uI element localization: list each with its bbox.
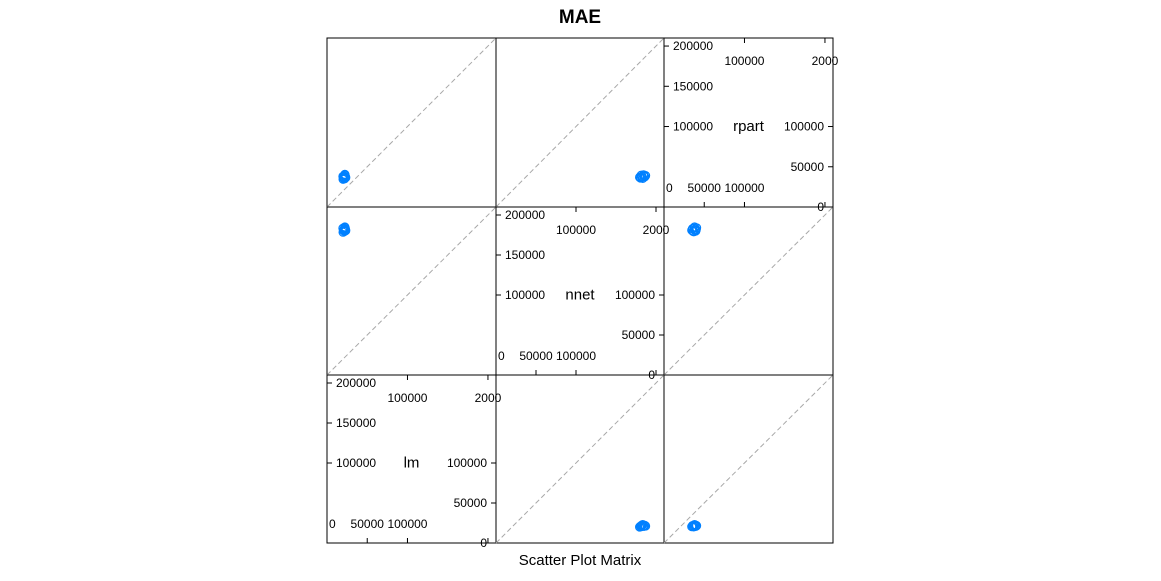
tick-label: 100000 <box>336 456 376 470</box>
tick-label: 50000 <box>454 496 488 510</box>
panel-nnet-vs-lm <box>495 374 665 544</box>
tick-label: 100000 <box>724 181 764 195</box>
x-axis-label: Scatter Plot Matrix <box>519 552 642 569</box>
tick-label: 150000 <box>673 79 713 93</box>
tick-label: 200000 <box>505 208 545 222</box>
data-point <box>636 520 647 531</box>
reference-line <box>663 374 834 544</box>
tick-label: 50000 <box>351 517 385 531</box>
reference-line <box>326 206 497 376</box>
tick-label: 0 <box>329 517 336 531</box>
panel-lm-vs-rpart <box>326 37 497 208</box>
chart-title: MAE <box>559 7 601 28</box>
tick-label: 2000 <box>475 391 502 405</box>
variable-label: rpart <box>733 118 765 135</box>
tick-label: 50000 <box>688 181 722 195</box>
data-point <box>691 520 701 531</box>
data-point <box>341 173 351 183</box>
tick-label: 100000 <box>505 288 545 302</box>
tick-label: 100000 <box>784 120 824 134</box>
panel-nnet-vs-rpart <box>495 37 665 208</box>
tick-label: 50000 <box>622 328 656 342</box>
data-point <box>691 225 701 235</box>
tick-label: 100000 <box>673 120 713 134</box>
data-point <box>341 226 351 236</box>
variable-label: nnet <box>565 286 595 303</box>
tick-label: 200000 <box>673 39 713 53</box>
tick-label: 50000 <box>791 160 825 174</box>
tick-label: 150000 <box>505 248 545 262</box>
tick-label: 2000 <box>812 54 839 68</box>
panel-border <box>663 374 834 544</box>
data-point <box>689 227 699 237</box>
tick-label: 0 <box>498 349 505 363</box>
data-point <box>640 521 651 531</box>
variable-label: lm <box>404 454 420 471</box>
tick-label: 2000 <box>643 223 670 237</box>
data-point <box>338 223 348 233</box>
tick-label: 100000 <box>724 54 764 68</box>
tick-label: 0 <box>666 181 673 195</box>
panel-rpart-vs-lm <box>663 374 834 544</box>
tick-label: 100000 <box>447 456 487 470</box>
panel-lm-vs-nnet <box>326 206 497 376</box>
reference-line <box>495 374 665 544</box>
data-point <box>640 171 651 181</box>
tick-label: 100000 <box>615 288 655 302</box>
data-point <box>689 522 699 532</box>
tick-label: 200000 <box>336 376 376 390</box>
reference-line <box>326 37 497 208</box>
tick-label: 0 <box>480 536 487 550</box>
panel-rpart-vs-nnet <box>663 206 834 376</box>
tick-label: 150000 <box>336 416 376 430</box>
tick-label: 100000 <box>387 517 427 531</box>
tick-label: 100000 <box>556 223 596 237</box>
tick-label: 50000 <box>519 349 553 363</box>
tick-label: 100000 <box>556 349 596 363</box>
tick-label: 100000 <box>387 391 427 405</box>
